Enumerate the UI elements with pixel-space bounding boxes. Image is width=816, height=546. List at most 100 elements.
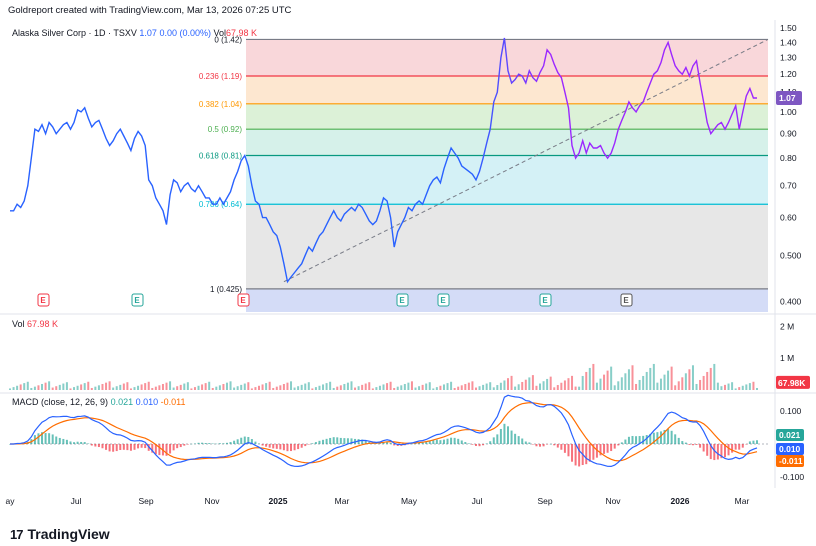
volume-bar [282, 383, 285, 390]
macd-hist-bar [41, 432, 44, 444]
macd-hist-bar [442, 439, 445, 444]
symbol-name[interactable]: Alaska Silver Corp · 1D · TSXV [12, 28, 137, 38]
volume-y-tick: 1 M [780, 353, 794, 363]
x-axis-tick: Nov [204, 496, 220, 506]
macd-hist-bar [73, 442, 76, 444]
tradingview-brand[interactable]: 17 TradingView [10, 526, 110, 542]
volume-bar [613, 385, 616, 390]
volume-bar [154, 386, 157, 390]
macd-hist-bar [574, 444, 577, 466]
fib-label: 0.618 (0.81) [199, 152, 242, 161]
volume-bar [44, 382, 47, 390]
macd-hist-bar [482, 444, 485, 446]
macd-hist-bar [603, 444, 606, 454]
volume-bar [560, 382, 563, 390]
volume-bar [674, 385, 677, 390]
macd-hist-bar [553, 444, 556, 446]
volume-bar [293, 387, 296, 390]
macd-hist-bar [275, 444, 278, 449]
volume-bar [631, 365, 634, 390]
volume-bar [716, 382, 719, 390]
macd-hist-bar [233, 440, 236, 444]
macd-hist-bar [727, 444, 730, 456]
macd-hist-bar [211, 443, 214, 445]
volume-bar [240, 384, 243, 390]
volume-bar [489, 382, 492, 390]
volume-bar [588, 367, 591, 390]
volume-bar [346, 382, 349, 390]
volume-bar [546, 378, 549, 390]
macd-hist-bar [101, 444, 104, 449]
volume-bar [553, 387, 556, 390]
volume-bar [357, 386, 360, 390]
volume-bar [268, 381, 271, 390]
volume-bar [688, 369, 691, 390]
volume-bar [97, 385, 100, 390]
volume-bar [549, 376, 552, 390]
volume-bar [236, 386, 239, 390]
last-price-tag [776, 90, 802, 105]
price-change: 0.00 (0.00%) [159, 28, 211, 38]
volume-bar [161, 383, 164, 390]
volume-bar [407, 382, 410, 390]
volume-bar [186, 382, 189, 390]
volume-bar [556, 385, 559, 390]
chart-canvas[interactable]: 0 (1.42) 0.236 (1.19) 0.382 (1.04) 0.5 (0.9… [0, 0, 816, 522]
volume-bar [635, 383, 638, 390]
price-y-tick: 0.500 [780, 250, 802, 260]
macd-hist-bar [83, 442, 86, 444]
macd-hist-bar [642, 435, 645, 444]
volume-bar [627, 369, 630, 390]
volume-bar [731, 382, 734, 390]
price-y-tick: 1.30 [780, 53, 797, 63]
macd-hist-bar [215, 443, 218, 445]
price-y-tick: 1.20 [780, 69, 797, 79]
volume-bar [684, 373, 687, 390]
volume-bar [41, 383, 44, 390]
macd-hist-bar [364, 440, 367, 444]
macd-hist-bar [450, 437, 453, 444]
macd-hist-bar [563, 444, 566, 453]
macd-value-text: 0.010 [779, 444, 801, 454]
volume-bar [638, 379, 641, 390]
volume-bar [90, 387, 93, 390]
macd-hist-bar [90, 444, 93, 446]
volume-bar [382, 384, 385, 390]
trendline [283, 38, 769, 283]
volume-bar [83, 383, 86, 390]
macd-hist-bar [656, 432, 659, 444]
volume-bar [485, 383, 488, 390]
macd-hist-bar [243, 436, 246, 444]
volume-bar [48, 381, 51, 390]
volume-bar [510, 375, 513, 390]
macd-hist-bar [571, 444, 574, 462]
tradingview-logo-icon: 17 [10, 526, 24, 542]
volume-bar [250, 388, 253, 390]
volume-bar [9, 388, 11, 390]
macd-hist-bar [197, 442, 200, 444]
earnings-marker: E [134, 296, 140, 305]
volume-last-text: 67.98K [778, 378, 806, 388]
volume-bar [300, 384, 303, 390]
macd-value-tag [776, 443, 804, 455]
macd-hist-bar [254, 441, 257, 444]
macd-hist-bar [201, 442, 204, 444]
volume-bar [606, 370, 609, 390]
macd-hist-bar [549, 443, 552, 445]
volume-bar [140, 384, 143, 390]
macd-hist-bar [684, 442, 687, 444]
macd-hist-bar [652, 432, 655, 444]
macd-hist-bar [307, 444, 310, 445]
volume-bar [172, 387, 175, 390]
volume-bar [322, 384, 325, 390]
volume-bar [179, 384, 182, 390]
macd-hist-bar [318, 440, 321, 444]
price-y-tick: 0.80 [780, 153, 797, 163]
macd-hist-bar [691, 444, 694, 446]
earnings-marker: E [40, 296, 46, 305]
macd-hist-bar [119, 444, 122, 451]
macd-hist-bar [272, 444, 275, 449]
volume-bar [339, 385, 342, 390]
macd-hist-bar [748, 441, 751, 444]
macd-hist-bar [300, 444, 303, 448]
